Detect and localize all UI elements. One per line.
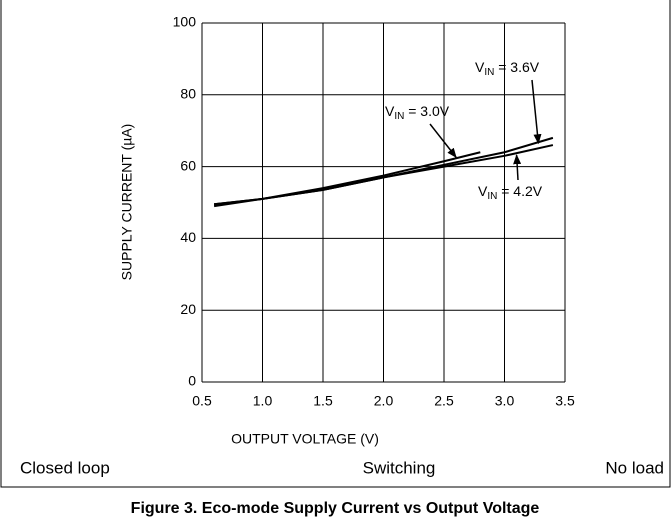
y-axis-label: SUPPLY CURRENT (µA) [119,124,135,281]
x-tick-label: 2.0 [374,393,394,409]
y-tick-label: 40 [180,229,196,245]
annotation-arrow [429,123,457,159]
annotation-arrow [513,154,522,181]
x-tick-label: 3.5 [555,393,575,409]
x-axis-label: OUTPUT VOLTAGE (V) [231,431,379,447]
annotation-sub: IN [484,67,494,78]
annotation-main: V [475,59,485,75]
x-tick-label: 1.5 [313,393,333,409]
x-tick-label: 0.5 [192,393,212,409]
x-tick-label: 1.0 [253,393,273,409]
annotation-main: V [478,183,488,199]
condition: No load [605,458,664,477]
condition: Closed loop [20,458,110,477]
annotation-sub: IN [394,111,404,122]
annotation-rest: = 3.0V [404,103,449,119]
y-tick-label: 60 [180,157,196,173]
annotation-rest: = 3.6V [494,59,539,75]
y-tick-label: 100 [173,14,197,30]
series-annotation: VIN = 4.2V [478,183,543,202]
series-line [213,144,554,206]
annotation-arrow [531,79,542,145]
annotation-sub: IN [487,191,497,202]
annotation-main: V [385,103,395,119]
x-tick-label: 2.5 [434,393,454,409]
series-annotation: VIN = 3.6V [475,59,540,78]
y-tick-label: 0 [188,373,196,389]
caption: Figure 3. Eco-mode Supply Current vs Out… [131,500,540,517]
y-tick-label: 80 [180,86,196,102]
y-tick-label: 20 [180,301,196,317]
series-line [213,151,481,206]
frame [0,0,671,488]
x-tick-label: 3.0 [495,393,515,409]
annotation-rest: = 4.2V [497,183,542,199]
series-annotation: VIN = 3.0V [385,103,450,122]
condition: Switching [363,458,436,477]
